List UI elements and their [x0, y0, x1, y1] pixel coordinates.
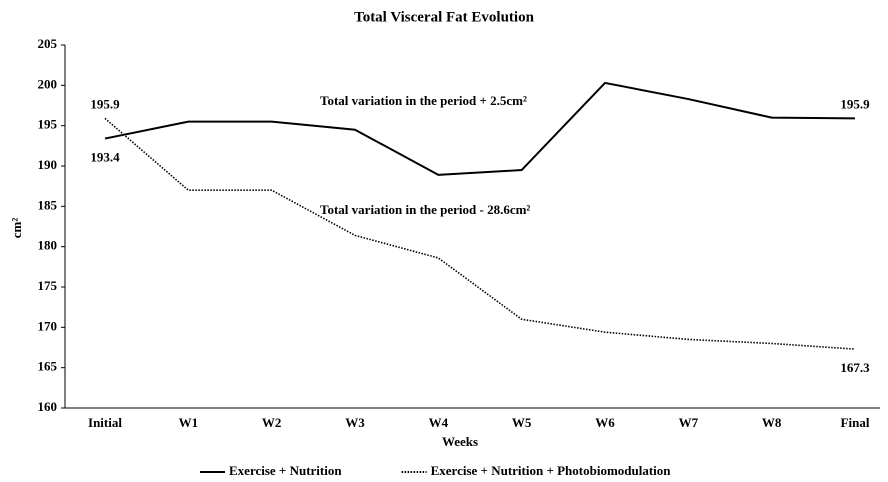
- y-axis-label: cm²: [9, 218, 24, 239]
- x-tick-label: W4: [429, 415, 449, 430]
- data-label: 167.3: [840, 360, 870, 375]
- x-tick-label: W8: [762, 415, 782, 430]
- y-tick-label: 180: [38, 238, 58, 253]
- y-tick-label: 175: [38, 278, 58, 293]
- y-tick-label: 195: [38, 117, 58, 132]
- y-tick-label: 165: [38, 359, 58, 374]
- annotation: Total variation in the period + 2.5cm²: [320, 93, 527, 108]
- x-axis-label: Weeks: [442, 434, 478, 449]
- x-tick-label: W6: [595, 415, 615, 430]
- x-tick-label: W5: [512, 415, 532, 430]
- line-series: [104, 81, 856, 176]
- x-tick-label: W1: [179, 415, 199, 430]
- x-tick-label: Initial: [88, 415, 122, 430]
- data-label: 195.9: [840, 96, 870, 111]
- data-label: 195.9: [90, 96, 120, 111]
- x-tick-label: W3: [345, 415, 365, 430]
- y-tick-label: 185: [38, 197, 58, 212]
- legend-label: Exercise + Nutrition: [229, 463, 342, 478]
- y-tick-label: 190: [38, 157, 58, 172]
- data-label: 193.4: [90, 150, 120, 165]
- y-tick-label: 200: [38, 76, 58, 91]
- line-series: [104, 117, 856, 350]
- chart-title: Total Visceral Fat Evolution: [354, 9, 535, 25]
- y-tick-label: 170: [38, 318, 58, 333]
- y-tick-label: 160: [38, 399, 58, 414]
- x-tick-label: W2: [262, 415, 282, 430]
- x-tick-label: W7: [679, 415, 699, 430]
- x-tick-label: Final: [841, 415, 870, 430]
- annotation: Total variation in the period - 28.6cm²: [320, 202, 530, 217]
- legend-label: Exercise + Nutrition + Photobiomodulatio…: [431, 463, 672, 478]
- y-tick-label: 205: [38, 36, 58, 51]
